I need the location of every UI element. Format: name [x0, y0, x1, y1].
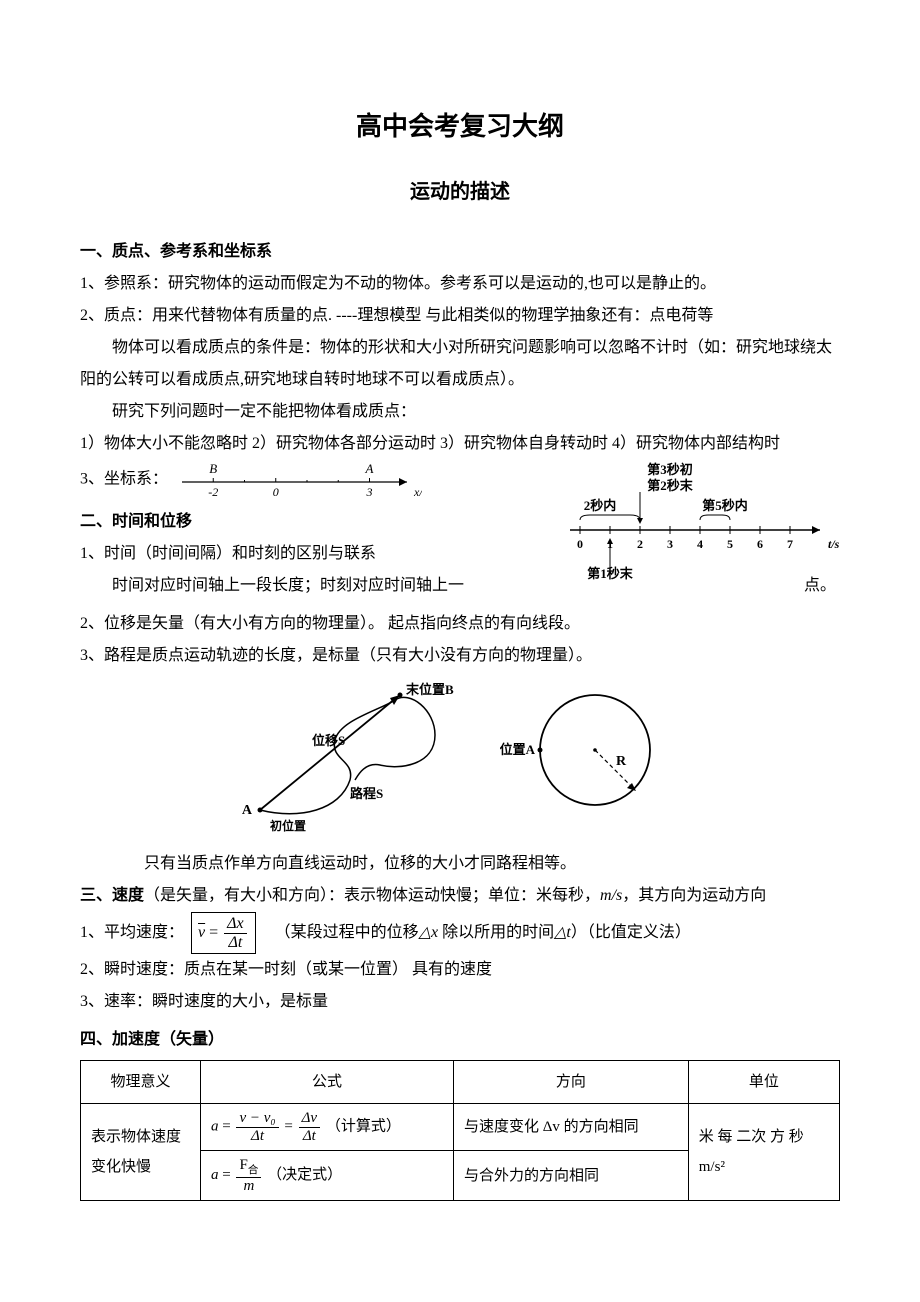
svg-text:2: 2	[637, 537, 643, 551]
sec3-unit: m/s	[600, 887, 622, 904]
coord-B-label: B	[209, 461, 217, 476]
sec3-p1c: 除以所用的时间	[438, 924, 554, 941]
unit-symbol: m/s²	[699, 1159, 725, 1175]
path-label: 路程S	[350, 786, 383, 801]
sec2-p1: 1、时间（时间间隔）和时刻的区别与联系	[80, 538, 550, 570]
time-ann-left: 2秒内	[584, 498, 617, 513]
f1-den1: Δt	[236, 1128, 278, 1145]
time-axis-diagram: 0 1 2 3 4 5 6 7 t/s 第3秒初 第2秒末 2秒内 第5秒内	[560, 460, 840, 580]
cell-formula1: a = v − v₀Δt = ΔvΔt （计算式）	[201, 1104, 454, 1151]
cell-dir1: 与速度变化 Δv 的方向相同	[453, 1104, 688, 1151]
table-header-row: 物理意义 公式 方向 单位	[81, 1061, 840, 1104]
svg-text:3: 3	[667, 537, 673, 551]
sec3-heading: 三、速度	[80, 887, 144, 904]
path-A: A	[242, 803, 253, 818]
sec2-heading: 二、时间和位移	[80, 506, 550, 538]
svg-text:0: 0	[577, 537, 583, 551]
sec3-dx: △x	[419, 924, 438, 941]
sec1-p4: 研究下列问题时一定不能把物体看成质点：	[80, 396, 840, 428]
circle-diagram: 位置A R	[500, 680, 680, 820]
sec2-p4: 3、路程是质点运动轨迹的长度，是标量（只有大小没有方向的物理量）。	[80, 640, 840, 672]
sec3-p3: 3、速率：瞬时速度的大小，是标量	[80, 986, 840, 1018]
sec3-p1-row: 1、平均速度： v = ΔxΔt （某段过程中的位移△x 除以所用的时间△t）（…	[80, 912, 840, 954]
time-ann-top1: 第3秒初	[647, 462, 693, 477]
coord-tick-0: 0	[273, 485, 279, 499]
path-B: 末位置B	[405, 682, 454, 697]
sec3-p1b: （某段过程中的位移	[275, 924, 419, 941]
time-ann-right: 第5秒内	[702, 498, 748, 513]
f2-num: F合	[236, 1157, 261, 1178]
path-diagram: A 初位置 末位置B 位移S 路程S	[240, 680, 460, 840]
sec1-p1: 1、参照系：研究物体的运动而假定为不动的物体。参考系可以是运动的,也可以是静止的…	[80, 268, 840, 300]
svg-text:4: 4	[697, 537, 703, 551]
sec3-p1a: 1、平均速度：	[80, 924, 184, 941]
th-2: 方向	[453, 1061, 688, 1104]
sec1-p6-row: 3、坐标系： B A -2 0 3 x/m	[80, 460, 550, 500]
sec3-heading-b: （是矢量，有大小和方向）：表示物体运动快慢；单位：米每秒，	[144, 887, 600, 904]
sec1-heading: 一、质点、参考系和坐标系	[80, 236, 840, 268]
time-ann-top2: 第2秒末	[647, 478, 694, 493]
f2-den: m	[236, 1178, 261, 1195]
svg-text:6: 6	[757, 537, 763, 551]
doc-title: 高中会考复习大纲	[80, 100, 840, 152]
path-A-sub: 初位置	[270, 818, 306, 833]
sec3-p2: 2、瞬时速度：质点在某一时刻（或某一位置） 具有的速度	[80, 954, 840, 986]
table-row-1: 表示物体速度变化快慢 a = v − v₀Δt = ΔvΔt （计算式） 与速度…	[81, 1104, 840, 1151]
th-0: 物理意义	[81, 1061, 201, 1104]
disp-label: 位移S	[312, 733, 345, 748]
unit-text: 米 每 二次 方 秒	[699, 1129, 804, 1145]
svg-text:5: 5	[727, 537, 733, 551]
sec1-p5: 1）物体大小不能忽略时 2）研究物体各部分运动时 3）研究物体自身转动时 4）研…	[80, 428, 840, 460]
sec3-heading-c: ，其方向为运动方向	[622, 887, 766, 904]
th-1: 公式	[201, 1061, 454, 1104]
time-ann-bottom: 第1秒末	[587, 566, 634, 580]
coord-A-label: A	[365, 461, 374, 476]
th-3: 单位	[688, 1061, 839, 1104]
frac-num: Δx	[224, 915, 247, 934]
svg-text:7: 7	[787, 537, 793, 551]
coord-axis-diagram: B A -2 0 3 x/m	[172, 460, 422, 500]
f1-lhs: a	[211, 1119, 219, 1135]
f2-suffix: （决定式）	[267, 1167, 342, 1183]
coord-tick--2: -2	[208, 485, 218, 499]
sec2-p3: 2、位移是矢量（有大小有方向的物理量）。 起点指向终点的有向线段。	[80, 608, 840, 640]
sec2-p2-row: 时间对应时间轴上一段长度；时刻对应时间轴上一	[80, 570, 550, 602]
circle-R: R	[616, 754, 627, 769]
time-unit: t/s	[828, 537, 840, 551]
cell-unit: 米 每 二次 方 秒 m/s²	[688, 1104, 839, 1201]
circle-pos: 位置A	[500, 742, 536, 757]
sec1-p3: 物体可以看成质点的条件是：物体的形状和大小对所研究问题影响可以忽略不计时（如：研…	[80, 332, 840, 396]
diagrams-row: A 初位置 末位置B 位移S 路程S 位置A R	[80, 680, 840, 840]
f1-suffix: （计算式）	[326, 1119, 401, 1135]
sec3-heading-row: 三、速度（是矢量，有大小和方向）：表示物体运动快慢；单位：米每秒，m/s，其方向…	[80, 880, 840, 912]
frac-den: Δt	[224, 934, 247, 952]
f1-den2: Δt	[299, 1128, 320, 1145]
sec1-p6-label: 3、坐标系：	[80, 471, 168, 488]
sec4-heading: 四、加速度（矢量）	[80, 1024, 840, 1056]
diagram-caption: 只有当质点作单方向直线运动时，位移的大小才同路程相等。	[80, 848, 840, 880]
coord-tick-3: 3	[366, 485, 373, 499]
accel-table: 物理意义 公式 方向 单位 表示物体速度变化快慢 a = v − v₀Δt = …	[80, 1060, 840, 1201]
cell-dir2: 与合外力的方向相同	[453, 1151, 688, 1201]
f1-num2: Δv	[299, 1110, 320, 1128]
f1-num1: v − v₀	[236, 1110, 278, 1128]
f2-lhs: a	[211, 1167, 219, 1183]
sec2-p2a: 时间对应时间轴上一段长度；时刻对应时间轴上一	[112, 577, 464, 594]
sec3-p1d: ）（比值定义法）	[571, 924, 691, 941]
avg-speed-formula: v = ΔxΔt	[191, 912, 256, 954]
cell-meaning: 表示物体速度变化快慢	[81, 1104, 201, 1201]
doc-subtitle: 运动的描述	[80, 172, 840, 212]
cell-formula2: a = F合m （决定式）	[201, 1151, 454, 1201]
vbar: v	[198, 924, 205, 941]
sec1-p2: 2、质点：用来代替物体有质量的点. ----理想模型 与此相类似的物理学抽象还有…	[80, 300, 840, 332]
sec3-dt: △t	[554, 924, 571, 941]
coord-unit: x/m	[413, 485, 422, 499]
page: 高中会考复习大纲 运动的描述 一、质点、参考系和坐标系 1、参照系：研究物体的运…	[0, 0, 920, 1261]
